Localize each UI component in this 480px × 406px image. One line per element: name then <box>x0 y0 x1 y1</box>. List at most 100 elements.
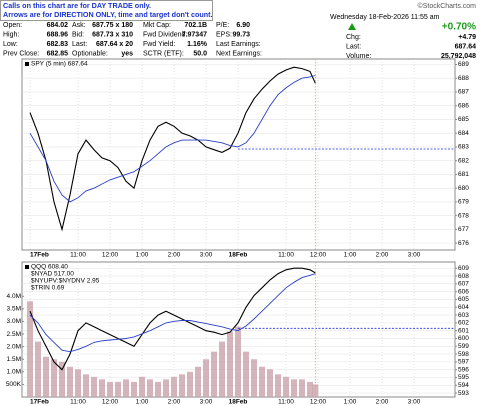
x-tick-label: 11:00 <box>278 252 294 259</box>
y-tick-label: 681 <box>458 171 469 178</box>
volume-bar <box>51 359 57 397</box>
volume-bar <box>27 301 33 397</box>
quote-label: Next Earnings: <box>216 50 262 57</box>
volume-bar <box>163 379 169 397</box>
volume-bar <box>59 361 65 397</box>
quote-label: P/E: <box>216 22 229 29</box>
quote-value: 682.83 <box>47 41 69 48</box>
y-tick-label: 605 <box>458 296 469 303</box>
quote-label: Open: <box>3 22 22 29</box>
volume-bar <box>35 341 41 397</box>
quote-label: SCTR (ETF): <box>143 50 184 57</box>
price-line <box>29 66 316 232</box>
y2-tick-label: 1.0M <box>7 369 21 376</box>
quote-label: Bid: <box>72 31 84 38</box>
quote-label: High: <box>3 31 19 38</box>
notice-box <box>0 0 213 21</box>
volume-bar <box>91 376 97 397</box>
x-tick-label: 11:00 <box>278 399 294 406</box>
x-tick-label: 17Feb <box>30 399 49 406</box>
quote-label: Prev Close: <box>3 50 39 57</box>
volume-bar <box>147 379 153 397</box>
quote-value: 687.64 x 20 <box>96 41 133 48</box>
y-tick-label: 597 <box>458 359 469 366</box>
source: ©StockCharts.com <box>418 2 477 10</box>
y2-tick-label: 2.0M <box>7 343 21 350</box>
stat-value: 25,792,048 <box>441 53 476 60</box>
quote-value: 684.02 <box>47 22 69 29</box>
volume-bar <box>275 374 281 397</box>
volume-bar <box>83 374 89 397</box>
y-tick-label: 676 <box>458 240 469 247</box>
volume-bar <box>235 326 241 397</box>
volume-bar <box>299 379 305 397</box>
y-tick-label: 595 <box>458 374 469 381</box>
volume-bar <box>227 331 233 397</box>
quote-label: Last Earnings: <box>216 41 261 48</box>
quote-value: 1.16% <box>187 41 208 48</box>
volume-bar <box>179 374 185 397</box>
quote-value: yes <box>121 50 133 57</box>
x-tick-label: 11:00 <box>70 252 86 259</box>
volume-bar <box>243 351 249 397</box>
x-tick-label: 2:00 <box>168 399 181 406</box>
legend-swatch <box>25 62 29 66</box>
quote-value: 6.90 <box>236 22 250 29</box>
y-tick-label: 600 <box>458 335 469 342</box>
y-tick-label: 686 <box>458 102 469 109</box>
quote-value: 99.73 <box>232 31 250 38</box>
volume-bar <box>75 369 81 397</box>
volume-bar <box>107 381 113 397</box>
x-tick-label: 12:00 <box>102 399 119 406</box>
y-tick-label: 594 <box>458 382 469 389</box>
x-tick-label: 1:00 <box>136 252 149 259</box>
x-tick-label: 3:00 <box>200 399 213 406</box>
quote-label: Last: <box>72 41 87 48</box>
volume-bar <box>203 359 209 397</box>
stat-value: 687.64 <box>455 43 477 50</box>
x-tick-label: 3:00 <box>200 252 213 259</box>
y2-tick-label: 2.5M <box>7 331 21 338</box>
x-tick-label: 12:00 <box>310 399 327 406</box>
panel <box>21 58 456 251</box>
y2-tick-label: 1.5M <box>7 356 21 363</box>
x-tick-label: 1:00 <box>344 399 357 406</box>
y2-tick-label: 3.5M <box>7 306 21 313</box>
x-tick-label: 12:00 <box>310 252 327 259</box>
y-tick-label: 606 <box>458 288 469 295</box>
y-tick-label: 687 <box>458 89 469 96</box>
y-tick-label: 679 <box>458 199 469 206</box>
volume-bar <box>123 379 129 397</box>
x-tick-label: 12:00 <box>102 252 119 259</box>
volume-bar <box>171 376 177 397</box>
volume-bar <box>67 366 73 397</box>
quote-label: Optionable: <box>72 50 108 57</box>
x-tick-label: 17Feb <box>30 252 49 259</box>
volume-bar <box>43 356 49 397</box>
volume-bar <box>312 384 319 397</box>
notice-text: Arrows are for DIRECTION ONLY, time and … <box>3 10 213 19</box>
y-tick-label: 685 <box>458 116 469 123</box>
x-tick-label: 2:00 <box>376 399 389 406</box>
quote-value: 50.0 <box>193 50 207 57</box>
moving-average-line <box>29 273 316 353</box>
x-tick-label: 3:00 <box>408 399 421 406</box>
volume-bar <box>259 366 265 397</box>
quote-label: Mkt Cap: <box>143 22 171 29</box>
y-tick-label: 689 <box>458 61 469 68</box>
volume-bar <box>219 341 225 397</box>
notice-text: Calls on this chart are for DAY TRADE on… <box>3 1 151 10</box>
quote-value: 7.97347 <box>182 31 207 38</box>
volume-bar <box>291 379 297 397</box>
x-tick-label: 18Feb <box>229 252 248 259</box>
stat-value: +4.79 <box>458 34 476 41</box>
quote-value: 702.1B <box>184 22 207 29</box>
legend-label: SPY (5 min) 687.64 <box>31 61 88 68</box>
volume-bar <box>251 359 257 397</box>
quote-value: 682.85 <box>47 50 69 57</box>
volume-bar <box>155 381 161 397</box>
y-tick-label: 609 <box>458 265 469 272</box>
y2-tick-label: 4.0M <box>7 293 21 300</box>
legend-annotation: $NYUPV:$NYDNV 2.95 <box>31 278 100 285</box>
